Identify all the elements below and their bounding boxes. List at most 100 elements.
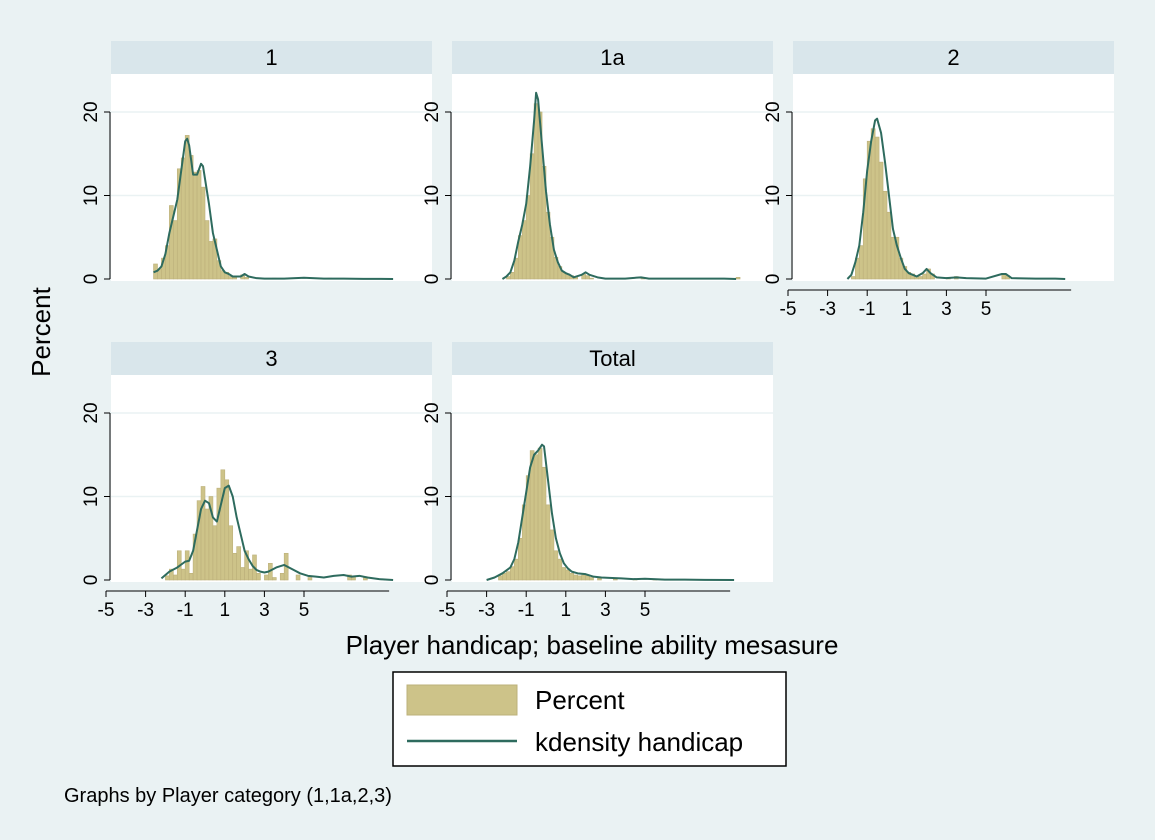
x-tick-label: -3 xyxy=(819,299,836,320)
panel-header xyxy=(793,41,1114,74)
kdensity-line xyxy=(153,137,394,280)
histogram-bar xyxy=(264,574,269,581)
histogram-bar xyxy=(525,195,531,280)
histogram-bar xyxy=(212,525,218,581)
kdensity-line xyxy=(501,91,737,280)
histogram-bar xyxy=(533,103,539,280)
y-tick-label: 0 xyxy=(422,274,443,285)
histogram-bar xyxy=(922,273,927,280)
y-tick-label: 10 xyxy=(422,486,443,507)
histogram-bar xyxy=(256,573,261,581)
y-tick-label: 10 xyxy=(81,486,102,507)
y-tick-label: 20 xyxy=(81,402,102,423)
legend-label-kdensity: kdensity handicap xyxy=(535,727,743,757)
histogram-bar xyxy=(573,574,578,581)
panel-title: Total xyxy=(589,346,635,371)
histogram-bar xyxy=(561,567,567,581)
x-tick-label: 3 xyxy=(941,299,952,320)
kdensity-line xyxy=(160,484,394,581)
histogram-bar xyxy=(858,245,864,280)
x-tick-label: 1 xyxy=(561,600,572,621)
y-tick-label: 20 xyxy=(422,402,443,423)
x-tick-label: 5 xyxy=(981,299,992,320)
panel-header xyxy=(111,342,432,375)
histogram-bar xyxy=(569,573,575,581)
histogram-bar xyxy=(585,575,590,581)
histogram-bar xyxy=(581,574,586,581)
plot-area xyxy=(793,74,1114,281)
kdensity-line xyxy=(486,443,735,581)
histogram-bar xyxy=(244,277,249,280)
histogram-bar xyxy=(184,550,190,581)
plot-area xyxy=(452,375,773,582)
x-tick-label: 3 xyxy=(600,600,611,621)
y-tick-label: 10 xyxy=(763,185,784,206)
panel-2: 1a 0 10 20 xyxy=(422,41,773,284)
histogram-bar xyxy=(529,450,535,581)
histogram-bar xyxy=(208,241,214,280)
histogram-bar xyxy=(514,558,519,581)
histogram-bar xyxy=(165,575,170,581)
panel-4: 3 0 10 20 -5 -3 -1 1 3 5 xyxy=(81,342,432,621)
x-tick-label: -3 xyxy=(478,600,495,621)
panel-title: 1 xyxy=(265,45,277,70)
histogram-bar xyxy=(232,277,237,280)
y-tick-label: 20 xyxy=(81,101,102,122)
histogram-bar xyxy=(735,277,741,280)
panel-header xyxy=(452,41,773,74)
histogram-bar xyxy=(589,277,594,280)
histogram-bar xyxy=(886,211,892,280)
histogram-bar xyxy=(204,220,210,280)
x-tick-label: 1 xyxy=(220,600,231,621)
y-tick-label: 0 xyxy=(422,575,443,586)
histogram-bar xyxy=(196,170,202,280)
x-tick-label: -5 xyxy=(439,600,456,621)
panel-title: 2 xyxy=(947,45,959,70)
panel-header xyxy=(452,342,773,375)
x-axis-title: Player handicap; baseline ability mesasu… xyxy=(346,630,839,660)
histogram-bar xyxy=(557,558,563,581)
panel-title: 1a xyxy=(600,45,625,70)
histogram-bar xyxy=(529,153,535,280)
y-tick-label: 10 xyxy=(422,185,443,206)
histogram-bar xyxy=(188,573,194,581)
histogram-bar xyxy=(506,571,511,581)
histogram-bar xyxy=(200,186,206,280)
y-tick-label: 20 xyxy=(763,101,784,122)
histogram-bar xyxy=(537,447,543,581)
histogram-bar xyxy=(517,537,523,581)
x-tick-label: 3 xyxy=(259,600,270,621)
histogram-bar xyxy=(224,479,230,581)
histogram-bar xyxy=(204,508,210,581)
histogram-bar xyxy=(565,569,571,581)
legend-label-percent: Percent xyxy=(535,685,625,715)
histogram-bar xyxy=(173,220,178,280)
histogram-bar xyxy=(295,574,301,581)
y-axis-title: Percent xyxy=(26,286,56,376)
y-tick-label: 0 xyxy=(81,575,102,586)
histogram-bar xyxy=(541,466,547,581)
panel-5: Total 0 10 20 -5 -3 -1 1 3 5 xyxy=(422,342,773,621)
histogram-bar xyxy=(248,568,253,581)
x-tick-label: -1 xyxy=(518,600,535,621)
histogram-bar xyxy=(232,552,237,581)
y-tick-label: 0 xyxy=(81,274,102,285)
x-tick-label: -1 xyxy=(177,600,194,621)
y-tick-label: 0 xyxy=(763,274,784,285)
histogram-bar xyxy=(545,504,551,581)
histogram-bar xyxy=(878,161,884,280)
histogram-bar xyxy=(279,573,285,581)
histogram-bar xyxy=(228,525,234,581)
x-tick-label: -1 xyxy=(859,299,876,320)
x-tick-label: -3 xyxy=(137,600,154,621)
kdensity-line xyxy=(846,117,1066,280)
histogram-bar xyxy=(577,575,582,581)
histogram-bar xyxy=(874,136,880,280)
x-tick-label: 5 xyxy=(640,600,651,621)
histogram-bar xyxy=(882,191,888,280)
histogram-bar xyxy=(169,568,174,581)
histogram-bar xyxy=(180,157,186,280)
plot-area xyxy=(111,74,432,281)
